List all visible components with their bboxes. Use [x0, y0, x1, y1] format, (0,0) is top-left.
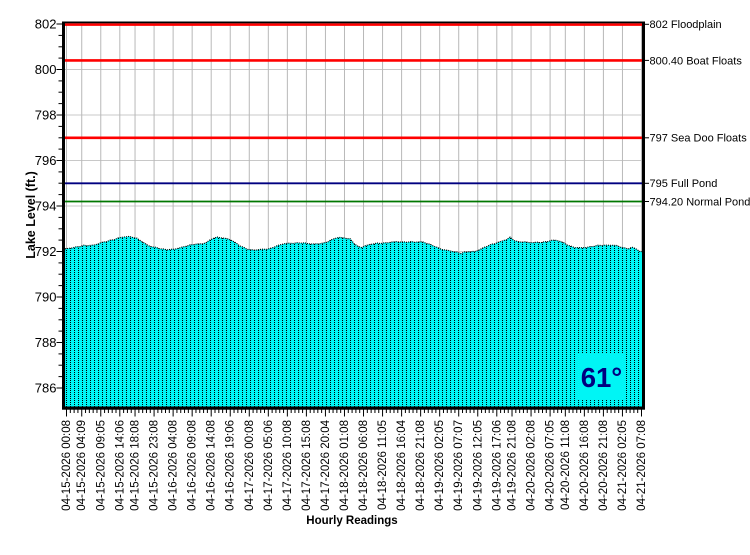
svg-text:794.20 Normal Pond: 794.20 Normal Pond	[650, 196, 750, 208]
svg-text:04-17-2026 10:08: 04-17-2026 10:08	[282, 420, 294, 511]
svg-text:795 Full Pond: 795 Full Pond	[650, 178, 718, 190]
svg-text:790: 790	[35, 290, 57, 305]
svg-text:788: 788	[35, 335, 57, 350]
svg-text:04-16-2026 19:06: 04-16-2026 19:06	[225, 420, 237, 511]
svg-text:04-15-2026 04:09: 04-15-2026 04:09	[76, 420, 88, 511]
svg-text:04-18-2026 06:08: 04-18-2026 06:08	[358, 420, 370, 511]
svg-text:Hourly Readings: Hourly Readings	[306, 515, 397, 527]
svg-text:04-19-2026 07:07: 04-19-2026 07:07	[453, 420, 465, 511]
svg-text:800.40 Boat Floats: 800.40 Boat Floats	[650, 55, 743, 67]
svg-text:04-17-2026 15:08: 04-17-2026 15:08	[301, 420, 313, 511]
svg-text:04-16-2026 14:08: 04-16-2026 14:08	[206, 420, 218, 511]
svg-text:802 Floodplain: 802 Floodplain	[650, 19, 722, 31]
svg-text:04-17-2026 20:04: 04-17-2026 20:04	[320, 419, 332, 510]
svg-text:04-20-2026 21:08: 04-20-2026 21:08	[598, 420, 610, 511]
svg-text:04-15-2026 14:06: 04-15-2026 14:06	[114, 420, 126, 511]
svg-text:Lake Level (ft.): Lake Level (ft.)	[24, 171, 38, 259]
svg-text:04-15-2026 23:08: 04-15-2026 23:08	[149, 420, 161, 511]
svg-text:798: 798	[35, 108, 57, 123]
svg-text:04-20-2026 11:08: 04-20-2026 11:08	[560, 420, 572, 510]
svg-text:786: 786	[35, 381, 57, 396]
svg-text:04-16-2026 04:08: 04-16-2026 04:08	[168, 420, 180, 511]
svg-text:04-18-2026 16:04: 04-18-2026 16:04	[396, 419, 408, 510]
svg-text:797 Sea Doo Floats: 797 Sea Doo Floats	[650, 133, 748, 145]
svg-text:61°: 61°	[581, 362, 623, 393]
svg-text:04-20-2026 02:08: 04-20-2026 02:08	[526, 420, 538, 511]
svg-text:04-18-2026 21:08: 04-18-2026 21:08	[415, 420, 427, 511]
svg-text:04-15-2026 18:08: 04-15-2026 18:08	[130, 420, 142, 511]
svg-text:796: 796	[35, 153, 57, 168]
svg-text:04-19-2026 02:05: 04-19-2026 02:05	[434, 420, 446, 511]
svg-text:04-20-2026 07:05: 04-20-2026 07:05	[545, 420, 557, 511]
svg-text:04-21-2026 02:05: 04-21-2026 02:05	[617, 420, 629, 511]
svg-text:04-15-2026 00:08: 04-15-2026 00:08	[61, 420, 73, 511]
svg-text:04-16-2026 09:08: 04-16-2026 09:08	[187, 420, 199, 511]
svg-text:04-17-2026 00:08: 04-17-2026 00:08	[244, 420, 256, 511]
svg-text:800: 800	[35, 62, 57, 77]
svg-text:04-18-2026 01:08: 04-18-2026 01:08	[339, 420, 351, 511]
svg-text:04-21-2026 07:08: 04-21-2026 07:08	[636, 420, 648, 511]
svg-text:04-17-2026 05:06: 04-17-2026 05:06	[263, 420, 275, 511]
svg-text:04-20-2026 16:08: 04-20-2026 16:08	[579, 420, 591, 511]
svg-text:04-19-2026 17:06: 04-19-2026 17:06	[491, 420, 503, 511]
svg-text:04-15-2026 09:05: 04-15-2026 09:05	[95, 420, 107, 511]
svg-text:04-19-2026 21:08: 04-19-2026 21:08	[507, 420, 519, 511]
svg-text:802: 802	[35, 17, 57, 32]
svg-text:04-18-2026 11:05: 04-18-2026 11:05	[377, 420, 389, 510]
svg-text:04-19-2026 12:05: 04-19-2026 12:05	[472, 420, 484, 511]
